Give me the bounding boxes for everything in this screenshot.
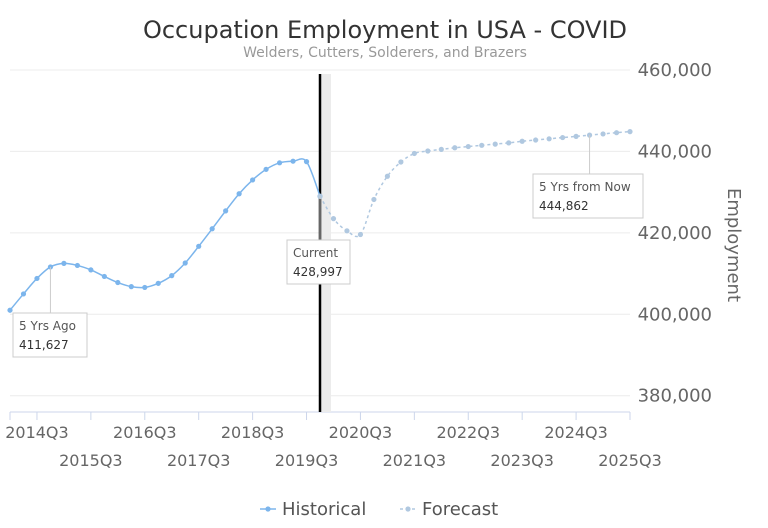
data-point-historical bbox=[88, 267, 94, 273]
data-point-forecast bbox=[330, 216, 337, 222]
data-point-historical bbox=[169, 273, 175, 279]
callout-label: 5 Yrs from Now bbox=[539, 180, 631, 194]
data-point-historical bbox=[182, 260, 188, 266]
chart-title: Occupation Employment in USA - COVID bbox=[143, 16, 627, 44]
callout-value: 411,627 bbox=[19, 338, 69, 352]
data-point-historical bbox=[34, 275, 40, 282]
data-point-forecast bbox=[613, 130, 620, 136]
x-tick-label: 2022Q3 bbox=[437, 423, 501, 442]
callout-box bbox=[12, 312, 88, 358]
data-point-forecast bbox=[411, 150, 417, 157]
legend-item-historical[interactable]: Historical bbox=[260, 499, 366, 520]
data-point-historical bbox=[128, 284, 134, 290]
x-axis: 2014Q3 2016Q3 2018Q3 2020Q3 2022Q3 2024Q3 2015… bbox=[5, 411, 662, 470]
data-point-historical bbox=[250, 177, 256, 183]
legend-item-forecast[interactable]: Forecast bbox=[400, 499, 498, 520]
callout-box bbox=[286, 239, 351, 285]
data-point-historical bbox=[155, 280, 161, 286]
y-tick-label: 420,000 bbox=[638, 223, 712, 244]
data-point-historical bbox=[20, 291, 27, 297]
data-point-historical bbox=[74, 262, 80, 269]
data-point-historical bbox=[61, 260, 67, 266]
data-point-forecast bbox=[560, 134, 566, 141]
data-point-historical bbox=[303, 159, 310, 165]
y-tick-label: 440,000 bbox=[638, 141, 712, 162]
data-point-historical bbox=[223, 208, 229, 214]
x-tick-label: 2025Q3 bbox=[598, 451, 662, 470]
data-point-forecast bbox=[398, 159, 404, 165]
callout-label: Current bbox=[293, 246, 338, 260]
x-tick-label: 2015Q3 bbox=[59, 451, 123, 470]
data-point-historical bbox=[236, 191, 242, 197]
data-point-forecast bbox=[627, 129, 633, 135]
data-point-forecast bbox=[357, 231, 364, 238]
data-point-forecast bbox=[344, 228, 350, 234]
callout-box bbox=[532, 173, 644, 219]
data-point-forecast bbox=[465, 143, 471, 150]
data-point-forecast bbox=[438, 146, 444, 152]
data-point-historical bbox=[276, 160, 283, 166]
y-tick-label: 460,000 bbox=[638, 60, 712, 81]
series-lines bbox=[7, 129, 633, 313]
legend-label: Forecast bbox=[422, 499, 498, 520]
x-tick-label: 2021Q3 bbox=[383, 451, 447, 470]
x-tick-label: 2014Q3 bbox=[5, 423, 69, 442]
x-tick-label: 2016Q3 bbox=[113, 423, 177, 442]
y-tick-label: 380,000 bbox=[638, 386, 712, 407]
data-point-historical bbox=[196, 243, 202, 249]
data-point-forecast bbox=[384, 173, 390, 179]
data-point-forecast bbox=[506, 140, 512, 146]
x-tick-label: 2017Q3 bbox=[167, 451, 231, 470]
data-point-forecast bbox=[371, 196, 377, 203]
series-line-historical bbox=[9, 158, 321, 311]
legend-label: Historical bbox=[282, 499, 366, 520]
data-point-forecast bbox=[492, 141, 498, 147]
data-point-forecast bbox=[519, 138, 525, 144]
data-point-forecast bbox=[573, 133, 579, 139]
y-axis: 380,000 400,000 420,000 440,000 460,000 bbox=[638, 60, 712, 407]
data-point-forecast bbox=[425, 148, 431, 154]
y-tick-label: 400,000 bbox=[638, 304, 712, 325]
x-tick-label: 2024Q3 bbox=[544, 423, 608, 442]
legend-symbol-marker bbox=[405, 506, 411, 512]
callout-value: 428,997 bbox=[293, 265, 343, 279]
data-point-historical bbox=[263, 166, 269, 172]
x-tick-label: 2023Q3 bbox=[490, 451, 554, 470]
data-point-historical bbox=[209, 226, 215, 232]
legend-symbol-marker bbox=[265, 506, 271, 512]
data-point-historical bbox=[142, 284, 148, 291]
chart-subtitle: Welders, Cutters, Solderers, and Brazers bbox=[243, 45, 527, 61]
callout-value: 444,862 bbox=[539, 199, 589, 213]
data-point-historical bbox=[7, 307, 13, 313]
data-point-forecast bbox=[452, 145, 458, 151]
callout-label: 5 Yrs Ago bbox=[19, 319, 76, 333]
legend[interactable]: Historical Forecast bbox=[260, 499, 498, 520]
data-point-forecast bbox=[479, 142, 485, 148]
x-tick-label: 2020Q3 bbox=[329, 423, 393, 442]
data-point-historical bbox=[101, 273, 107, 280]
data-point-historical bbox=[115, 279, 121, 286]
data-point-forecast bbox=[600, 131, 606, 137]
data-point-forecast bbox=[533, 137, 539, 143]
x-tick-label: 2019Q3 bbox=[275, 451, 339, 470]
data-point-forecast bbox=[546, 136, 552, 142]
x-tick-label: 2018Q3 bbox=[221, 423, 285, 442]
callouts: 5 Yrs Ago 411,627 Current 428,997 5 Yrs from… bbox=[12, 135, 644, 358]
y-axis-title: Employment bbox=[723, 188, 744, 302]
data-point-historical bbox=[290, 158, 296, 164]
